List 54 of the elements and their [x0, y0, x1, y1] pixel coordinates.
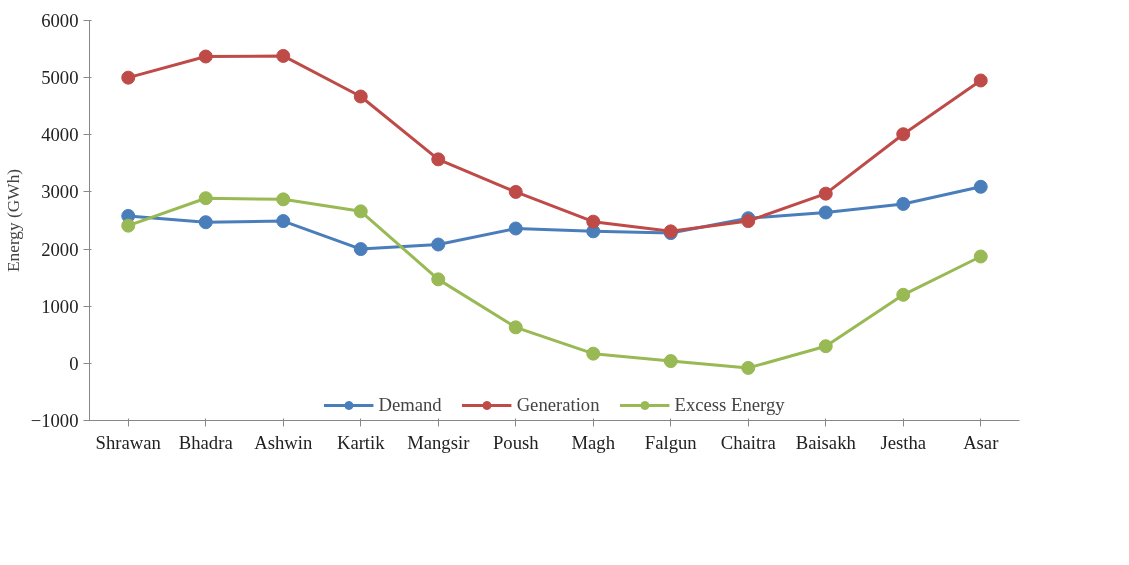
point [121, 70, 136, 85]
y-tick-label: 6000 [41, 10, 79, 31]
x-tick-label: Kartik [336, 431, 386, 453]
point [276, 48, 291, 63]
point [586, 346, 601, 361]
legend-label: Generation [516, 394, 600, 416]
x-tick-label: Bhadra [178, 431, 234, 453]
x-tick-label: Poush [492, 431, 540, 453]
point [431, 237, 446, 252]
point [896, 196, 911, 211]
point [586, 214, 601, 229]
point [198, 49, 213, 64]
y-tick-label: −1000 [30, 410, 79, 431]
point [818, 186, 833, 201]
x-tick-label: Shrawan [95, 431, 162, 453]
x-tick-label: Ashwin [254, 431, 313, 453]
x-tick-label: Baisakh [795, 431, 857, 453]
x-tick-label: Magh [571, 431, 616, 453]
y-tick-label: 4000 [41, 124, 79, 146]
x-tick-label: Mangsir [407, 431, 471, 453]
point [431, 152, 446, 167]
point [896, 127, 911, 142]
point [973, 179, 988, 194]
point [508, 221, 523, 236]
point [973, 249, 988, 264]
legend-label: Excess Energy [674, 394, 785, 416]
y-tick-label: 5000 [41, 67, 79, 89]
point [431, 272, 446, 287]
point [276, 192, 291, 207]
point [896, 287, 911, 302]
x-tick-label: Jestha [880, 431, 927, 453]
legend-label: Demand [378, 394, 442, 416]
point [353, 204, 368, 219]
point [741, 360, 756, 375]
y-tick-label: 1000 [41, 295, 79, 317]
point [818, 339, 833, 354]
y-tick-label: 2000 [41, 238, 79, 260]
point [276, 214, 291, 229]
point [353, 89, 368, 104]
point [973, 73, 988, 88]
y-axis-title: Energy (GWh) [3, 168, 23, 273]
point [198, 215, 213, 230]
point [353, 242, 368, 257]
x-tick-label: Chaitra [720, 431, 777, 453]
point [508, 184, 523, 199]
x-tick-label: Asar [963, 431, 1000, 453]
point [663, 354, 678, 369]
x-tick-label: Falgun [644, 431, 698, 453]
point [121, 218, 136, 233]
point [508, 320, 523, 335]
y-tick-label: 3000 [41, 181, 79, 203]
y-tick-label: 0 [69, 352, 79, 374]
point [198, 191, 213, 206]
point [818, 205, 833, 220]
